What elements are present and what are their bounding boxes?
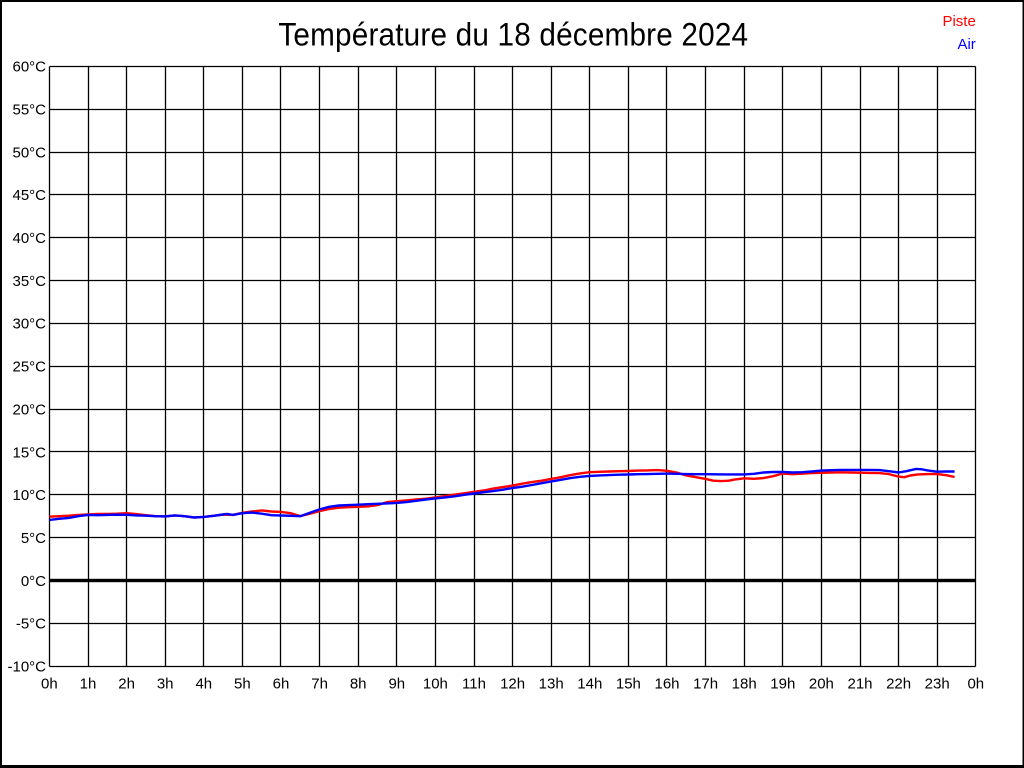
svg-text:25°C: 25°C: [12, 359, 46, 376]
svg-text:23h: 23h: [925, 676, 950, 693]
svg-text:4h: 4h: [195, 676, 212, 693]
svg-text:1h: 1h: [80, 676, 97, 693]
svg-text:-5°C: -5°C: [16, 616, 46, 633]
svg-text:17h: 17h: [693, 676, 718, 693]
svg-text:9h: 9h: [388, 676, 405, 693]
svg-text:0°C: 0°C: [21, 573, 46, 590]
svg-text:5°C: 5°C: [21, 530, 46, 547]
svg-text:19h: 19h: [770, 676, 795, 693]
svg-text:10h: 10h: [423, 676, 448, 693]
svg-text:13h: 13h: [539, 676, 564, 693]
svg-text:11h: 11h: [462, 676, 486, 693]
svg-text:Température du 18 décembre 202: Température du 18 décembre 2024: [278, 16, 748, 53]
svg-text:8h: 8h: [350, 676, 367, 693]
svg-text:16h: 16h: [654, 676, 679, 693]
svg-text:55°C: 55°C: [12, 102, 46, 119]
svg-text:0h: 0h: [41, 676, 58, 693]
svg-text:5h: 5h: [234, 676, 251, 693]
svg-text:3h: 3h: [157, 676, 174, 693]
svg-text:10°C: 10°C: [12, 487, 46, 504]
svg-text:21h: 21h: [847, 676, 872, 693]
svg-text:Air: Air: [957, 36, 975, 53]
svg-text:40°C: 40°C: [12, 230, 46, 247]
svg-text:15h: 15h: [616, 676, 641, 693]
svg-text:Piste: Piste: [942, 13, 975, 30]
svg-text:45°C: 45°C: [12, 187, 46, 204]
svg-text:15°C: 15°C: [12, 444, 46, 461]
svg-text:2h: 2h: [118, 676, 135, 693]
svg-text:6h: 6h: [273, 676, 290, 693]
svg-text:12h: 12h: [500, 676, 525, 693]
svg-text:22h: 22h: [886, 676, 911, 693]
svg-text:35°C: 35°C: [12, 273, 46, 290]
svg-text:18h: 18h: [732, 676, 757, 693]
svg-text:7h: 7h: [311, 676, 328, 693]
svg-text:-10°C: -10°C: [7, 659, 46, 676]
svg-text:60°C: 60°C: [12, 59, 46, 76]
svg-text:50°C: 50°C: [12, 144, 46, 161]
svg-text:0h: 0h: [967, 676, 984, 693]
svg-text:20h: 20h: [809, 676, 834, 693]
svg-text:20°C: 20°C: [12, 401, 46, 418]
svg-text:30°C: 30°C: [12, 316, 46, 333]
svg-text:14h: 14h: [577, 676, 602, 693]
